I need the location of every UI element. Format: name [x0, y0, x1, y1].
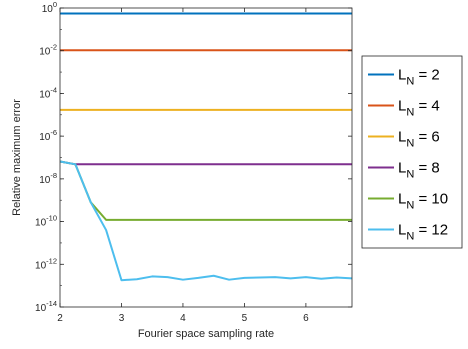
axes: 2 3 4 5 6 10-14 10-12 10-10 10-8 10-6 10-4 10-2 100 [35, 0, 353, 324]
legend-label: LN = 6 [398, 129, 440, 150]
legend-label: LN = 10 [398, 191, 448, 212]
x-tick-label: 6 [303, 313, 309, 324]
y-tick-label: 10-8 [39, 171, 57, 186]
plot-area [60, 12, 352, 282]
y-tick-label: 10-2 [39, 43, 57, 58]
series-line-6 [60, 160, 352, 282]
y-tick-label: 10-10 [35, 214, 57, 229]
x-axis-title: Fourier space sampling rate [138, 328, 274, 340]
y-tick-label: 10-6 [39, 128, 57, 143]
legend-label: LN = 8 [398, 160, 440, 181]
x-tick-label: 2 [57, 313, 63, 324]
y-tick-label: 100 [42, 0, 57, 15]
x-tick-label: 4 [180, 313, 186, 324]
legend-label: LN = 4 [398, 98, 440, 119]
y-tick-label: 10-14 [35, 299, 57, 314]
legend-box [361, 55, 463, 249]
y-tick-label: 10-12 [35, 256, 57, 271]
x-tick-label: 3 [119, 313, 125, 324]
x-tick-label: 5 [242, 313, 248, 324]
y-tick-label: 10-4 [39, 85, 57, 100]
axes-frame [59, 7, 353, 308]
y-axis-title: Relative maximum error [11, 99, 23, 216]
series-line-4 [60, 160, 352, 166]
series-line-5 [60, 160, 352, 222]
legend-label: LN = 12 [398, 222, 448, 243]
legend: LN = 2 LN = 4 LN = 6 LN = 8 LN = 10 LN = 12 [361, 55, 463, 249]
legend-label: LN = 2 [398, 67, 440, 88]
